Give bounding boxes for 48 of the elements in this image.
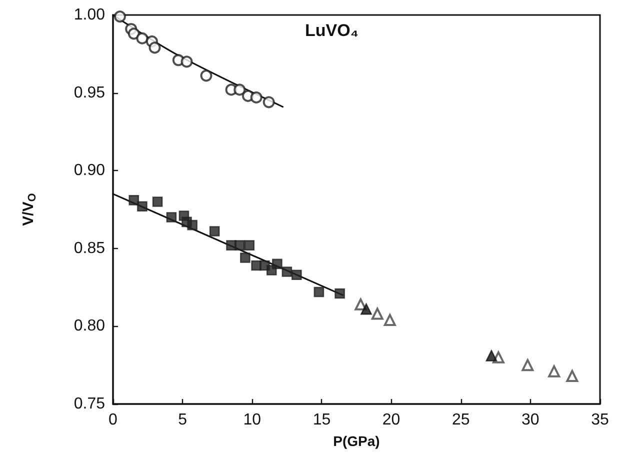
point	[522, 359, 534, 372]
point	[180, 56, 193, 68]
x-axis-title: P(GPa)	[333, 433, 380, 449]
point	[548, 365, 560, 378]
point	[272, 258, 282, 270]
point	[334, 288, 345, 299]
point	[187, 220, 198, 230]
y-tick-label: 1.00	[74, 6, 106, 24]
x-tick-label: 30	[522, 412, 540, 428]
point	[240, 252, 250, 263]
point	[371, 308, 384, 320]
point	[200, 70, 212, 82]
point	[114, 10, 126, 23]
point	[166, 212, 177, 222]
point	[209, 226, 220, 236]
point	[152, 196, 163, 207]
point	[360, 303, 372, 315]
point	[128, 195, 140, 206]
point	[262, 96, 275, 108]
annotation: LuVO₄	[305, 21, 358, 40]
y-tick-label: 0.95	[74, 84, 106, 102]
point	[282, 266, 292, 277]
point	[148, 42, 161, 54]
point	[486, 350, 498, 362]
point	[137, 201, 148, 212]
point	[314, 286, 324, 298]
point	[234, 240, 245, 250]
point	[566, 370, 578, 382]
point	[250, 91, 262, 104]
point	[354, 298, 367, 310]
x-tick-label: 15	[312, 412, 331, 428]
point	[384, 314, 396, 326]
point	[234, 84, 246, 96]
y-tick-label: 0.85	[74, 240, 106, 257]
point	[292, 270, 302, 280]
x-tick-label: 10	[243, 412, 262, 428]
point	[244, 240, 255, 250]
x-tick-label: 0	[108, 412, 118, 428]
y-axis-title: V/VO	[20, 192, 38, 226]
y-tick-label: 0.80	[74, 318, 106, 335]
point	[128, 28, 140, 40]
x-tick-label: 35	[591, 412, 609, 428]
point	[136, 32, 148, 44]
y-tick-label: 0.90	[74, 162, 106, 180]
y-tick-label: 0.75	[74, 396, 106, 412]
x-tick-label: 20	[382, 412, 400, 428]
x-tick-label: 25	[452, 412, 470, 428]
x-tick-label: 5	[178, 412, 188, 428]
